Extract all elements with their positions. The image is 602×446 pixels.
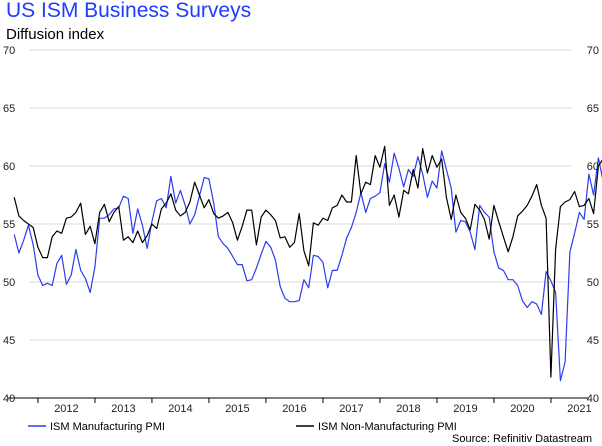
y-tick-label-right: 70 xyxy=(587,45,599,57)
chart-subtitle: Diffusion index xyxy=(6,26,105,43)
y-tick-label-right: 65 xyxy=(587,103,599,115)
x-tick-label: 2014 xyxy=(168,403,192,415)
y-tick-label-right: 55 xyxy=(587,219,599,231)
y-tick-label-left: 60 xyxy=(3,161,15,173)
x-tick-label: 2015 xyxy=(225,403,249,415)
y-tick-label-left: 65 xyxy=(3,103,15,115)
y-tick-label-left: 55 xyxy=(3,219,15,231)
x-tick-label: 2016 xyxy=(282,403,306,415)
series-lines xyxy=(13,145,602,382)
y-tick-label-left: 45 xyxy=(3,335,15,347)
legend-label-non-manufacturing: ISM Non-Manufacturing PMI xyxy=(318,421,457,433)
legend-label-manufacturing: ISM Manufacturing PMI xyxy=(50,421,165,433)
y-tick-label-right: 60 xyxy=(587,161,599,173)
chart-title: US ISM Business Surveys xyxy=(6,0,252,22)
y-tick-label-left: 70 xyxy=(3,45,15,57)
x-tick-label: 2012 xyxy=(54,403,78,415)
y-tick-label-left: 50 xyxy=(3,277,15,289)
series-line-non-manufacturing xyxy=(13,145,602,378)
x-tick-label: 2020 xyxy=(510,403,534,415)
source-note: Source: Refinitiv Datastream xyxy=(452,433,592,445)
y-tick-label-right: 50 xyxy=(587,277,599,289)
y-tick-label-right: 40 xyxy=(587,393,599,405)
series-line-manufacturing xyxy=(13,150,602,382)
x-axis-ticks: 2012 2013 2014 2015 2016 2017 2018 2019 2020 2021 xyxy=(37,398,592,415)
x-tick-label: 2019 xyxy=(453,403,477,415)
x-tick-label: 2017 xyxy=(339,403,363,415)
y-axis-left-ticks: 40 45 50 55 60 65 70 xyxy=(3,45,15,405)
x-tick-label: 2021 xyxy=(567,403,591,415)
legend: ISM Manufacturing PMI ISM Non-Manufactur… xyxy=(28,421,457,433)
y-tick-label-left: 40 xyxy=(3,393,15,405)
y-axis-right-ticks: 40 45 50 55 60 65 70 xyxy=(587,45,599,405)
x-tick-label: 2018 xyxy=(396,403,420,415)
gridlines xyxy=(30,49,572,341)
y-tick-label-right: 45 xyxy=(587,335,599,347)
x-tick-label: 2013 xyxy=(111,403,135,415)
